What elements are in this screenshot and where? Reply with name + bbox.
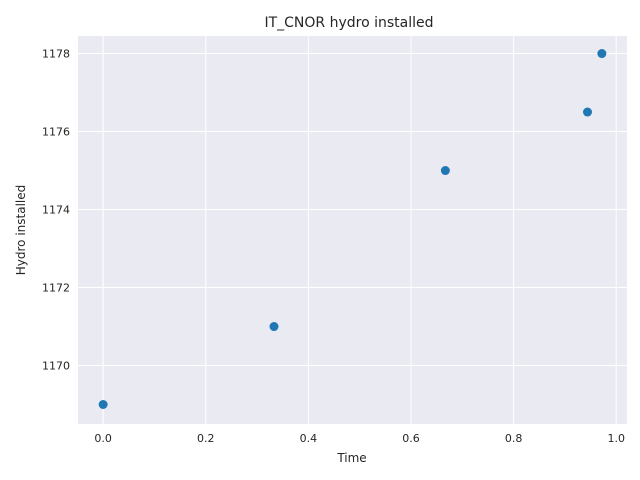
x-axis-label: Time (336, 451, 366, 465)
plot-area (78, 36, 627, 424)
x-tick-label: 0.0 (94, 432, 112, 445)
x-tick-label: 1.0 (607, 432, 625, 445)
x-gridlines (102, 36, 617, 424)
y-tick-label: 1178 (42, 48, 70, 61)
y-tick-label: 1176 (42, 126, 70, 139)
data-points (98, 49, 607, 410)
data-point (440, 166, 450, 176)
y-tick-label: 1174 (42, 204, 70, 217)
data-point (597, 49, 607, 59)
y-tick-label: 1172 (42, 282, 70, 295)
y-tick-label: 1170 (42, 360, 70, 373)
data-point (582, 107, 592, 117)
x-tick-label: 0.6 (402, 432, 420, 445)
x-tick-label: 0.8 (505, 432, 523, 445)
y-tick-labels: 1170 1172 1174 1176 1178 (42, 48, 70, 373)
x-tick-labels: 0.0 0.2 0.4 0.6 0.8 1.0 (94, 432, 625, 445)
x-tick-label: 0.2 (197, 432, 215, 445)
x-tick-label: 0.4 (300, 432, 318, 445)
data-point (98, 400, 108, 410)
y-axis-label: Hydro installed (14, 185, 28, 276)
data-point (269, 322, 279, 332)
chart-title: IT_CNOR hydro installed (264, 15, 433, 31)
y-gridlines (78, 53, 627, 367)
